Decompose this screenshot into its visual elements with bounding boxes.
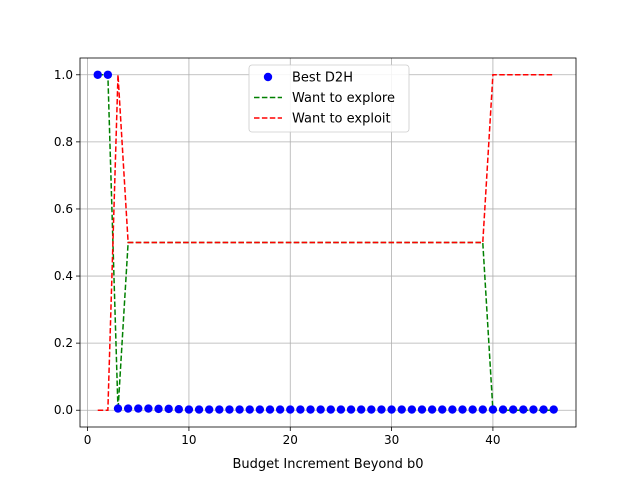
scatter-point: [316, 405, 325, 414]
scatter-point: [184, 405, 194, 414]
scatter-point: [164, 404, 173, 414]
scatter-point: [478, 405, 487, 414]
scatter-point: [204, 405, 214, 414]
scatter-point: [235, 405, 244, 414]
scatter-point: [346, 405, 356, 414]
y-tick-label: 0.0: [54, 403, 73, 417]
legend: Best D2H Want to explore Want to exploit: [248, 64, 410, 133]
scatter-point: [245, 405, 254, 414]
series-lines: [97, 74, 554, 411]
scatter-point: [326, 405, 335, 414]
scatter-point: [174, 405, 183, 414]
x-axis-ticks: 0 10 20 30 40: [84, 427, 501, 447]
scatter-point: [103, 70, 113, 79]
y-tick-label: 0.6: [54, 202, 73, 216]
x-tick-label: 30: [384, 433, 399, 447]
plot-area-frame: [79, 57, 577, 428]
scatter-point: [356, 405, 366, 414]
scatter-point: [225, 405, 234, 414]
scatter-point: [397, 405, 406, 414]
scatter-point: [417, 405, 427, 414]
scatter-point: [154, 404, 163, 414]
scatter-point: [144, 404, 153, 413]
y-tick-label: 0.2: [54, 336, 73, 350]
y-tick-label: 0.4: [54, 269, 73, 283]
scatter-point: [468, 405, 477, 414]
legend-box: [248, 64, 410, 133]
scatter-point: [215, 405, 224, 414]
legend-label-2: Want to exploit: [292, 112, 391, 127]
scatter-point: [458, 405, 467, 414]
scatter-point: [508, 405, 518, 414]
scatter-point: [488, 405, 498, 414]
scatter-point: [306, 405, 315, 414]
legend-label-1: Want to explore: [292, 91, 395, 106]
scatter-point: [549, 405, 558, 414]
legend-swatch-0: [263, 72, 273, 82]
x-tick-label: 20: [283, 433, 298, 447]
scatter-point: [498, 405, 508, 414]
scatter-point: [93, 70, 102, 79]
scatter-point: [539, 405, 548, 414]
x-axis-label: Budget Increment Beyond b0: [232, 457, 423, 472]
scatter-point: [194, 405, 204, 414]
scatter-point: [519, 405, 528, 414]
y-tick-label: 1.0: [54, 68, 73, 82]
scatter-point: [367, 405, 376, 414]
scatter-point: [336, 405, 346, 414]
scatter-point: [286, 405, 295, 414]
y-axis-ticks: 0.0 0.2 0.4 0.6 0.8 1.0: [54, 68, 80, 417]
scatter-point: [427, 405, 437, 414]
series-line-2: [97, 74, 554, 411]
scatter-points: [93, 70, 558, 414]
x-tick-label: 10: [181, 433, 196, 447]
x-tick-label: 40: [485, 433, 500, 447]
scatter-point: [113, 404, 123, 413]
scatter-point: [438, 405, 447, 414]
scatter-point: [275, 405, 285, 414]
x-tick-label: 0: [84, 433, 92, 447]
scatter-point: [265, 405, 275, 414]
scatter-point: [123, 404, 133, 413]
scatter-point: [448, 405, 457, 414]
scatter-point: [407, 405, 417, 414]
scatter-point: [134, 404, 143, 413]
scatter-point: [296, 405, 305, 414]
scatter-point: [377, 405, 386, 414]
scatter-point: [255, 405, 265, 414]
legend-label-0: Best D2H: [292, 71, 353, 86]
scatter-point: [529, 405, 538, 414]
scatter-point: [387, 405, 396, 414]
y-tick-label: 0.8: [54, 135, 73, 149]
